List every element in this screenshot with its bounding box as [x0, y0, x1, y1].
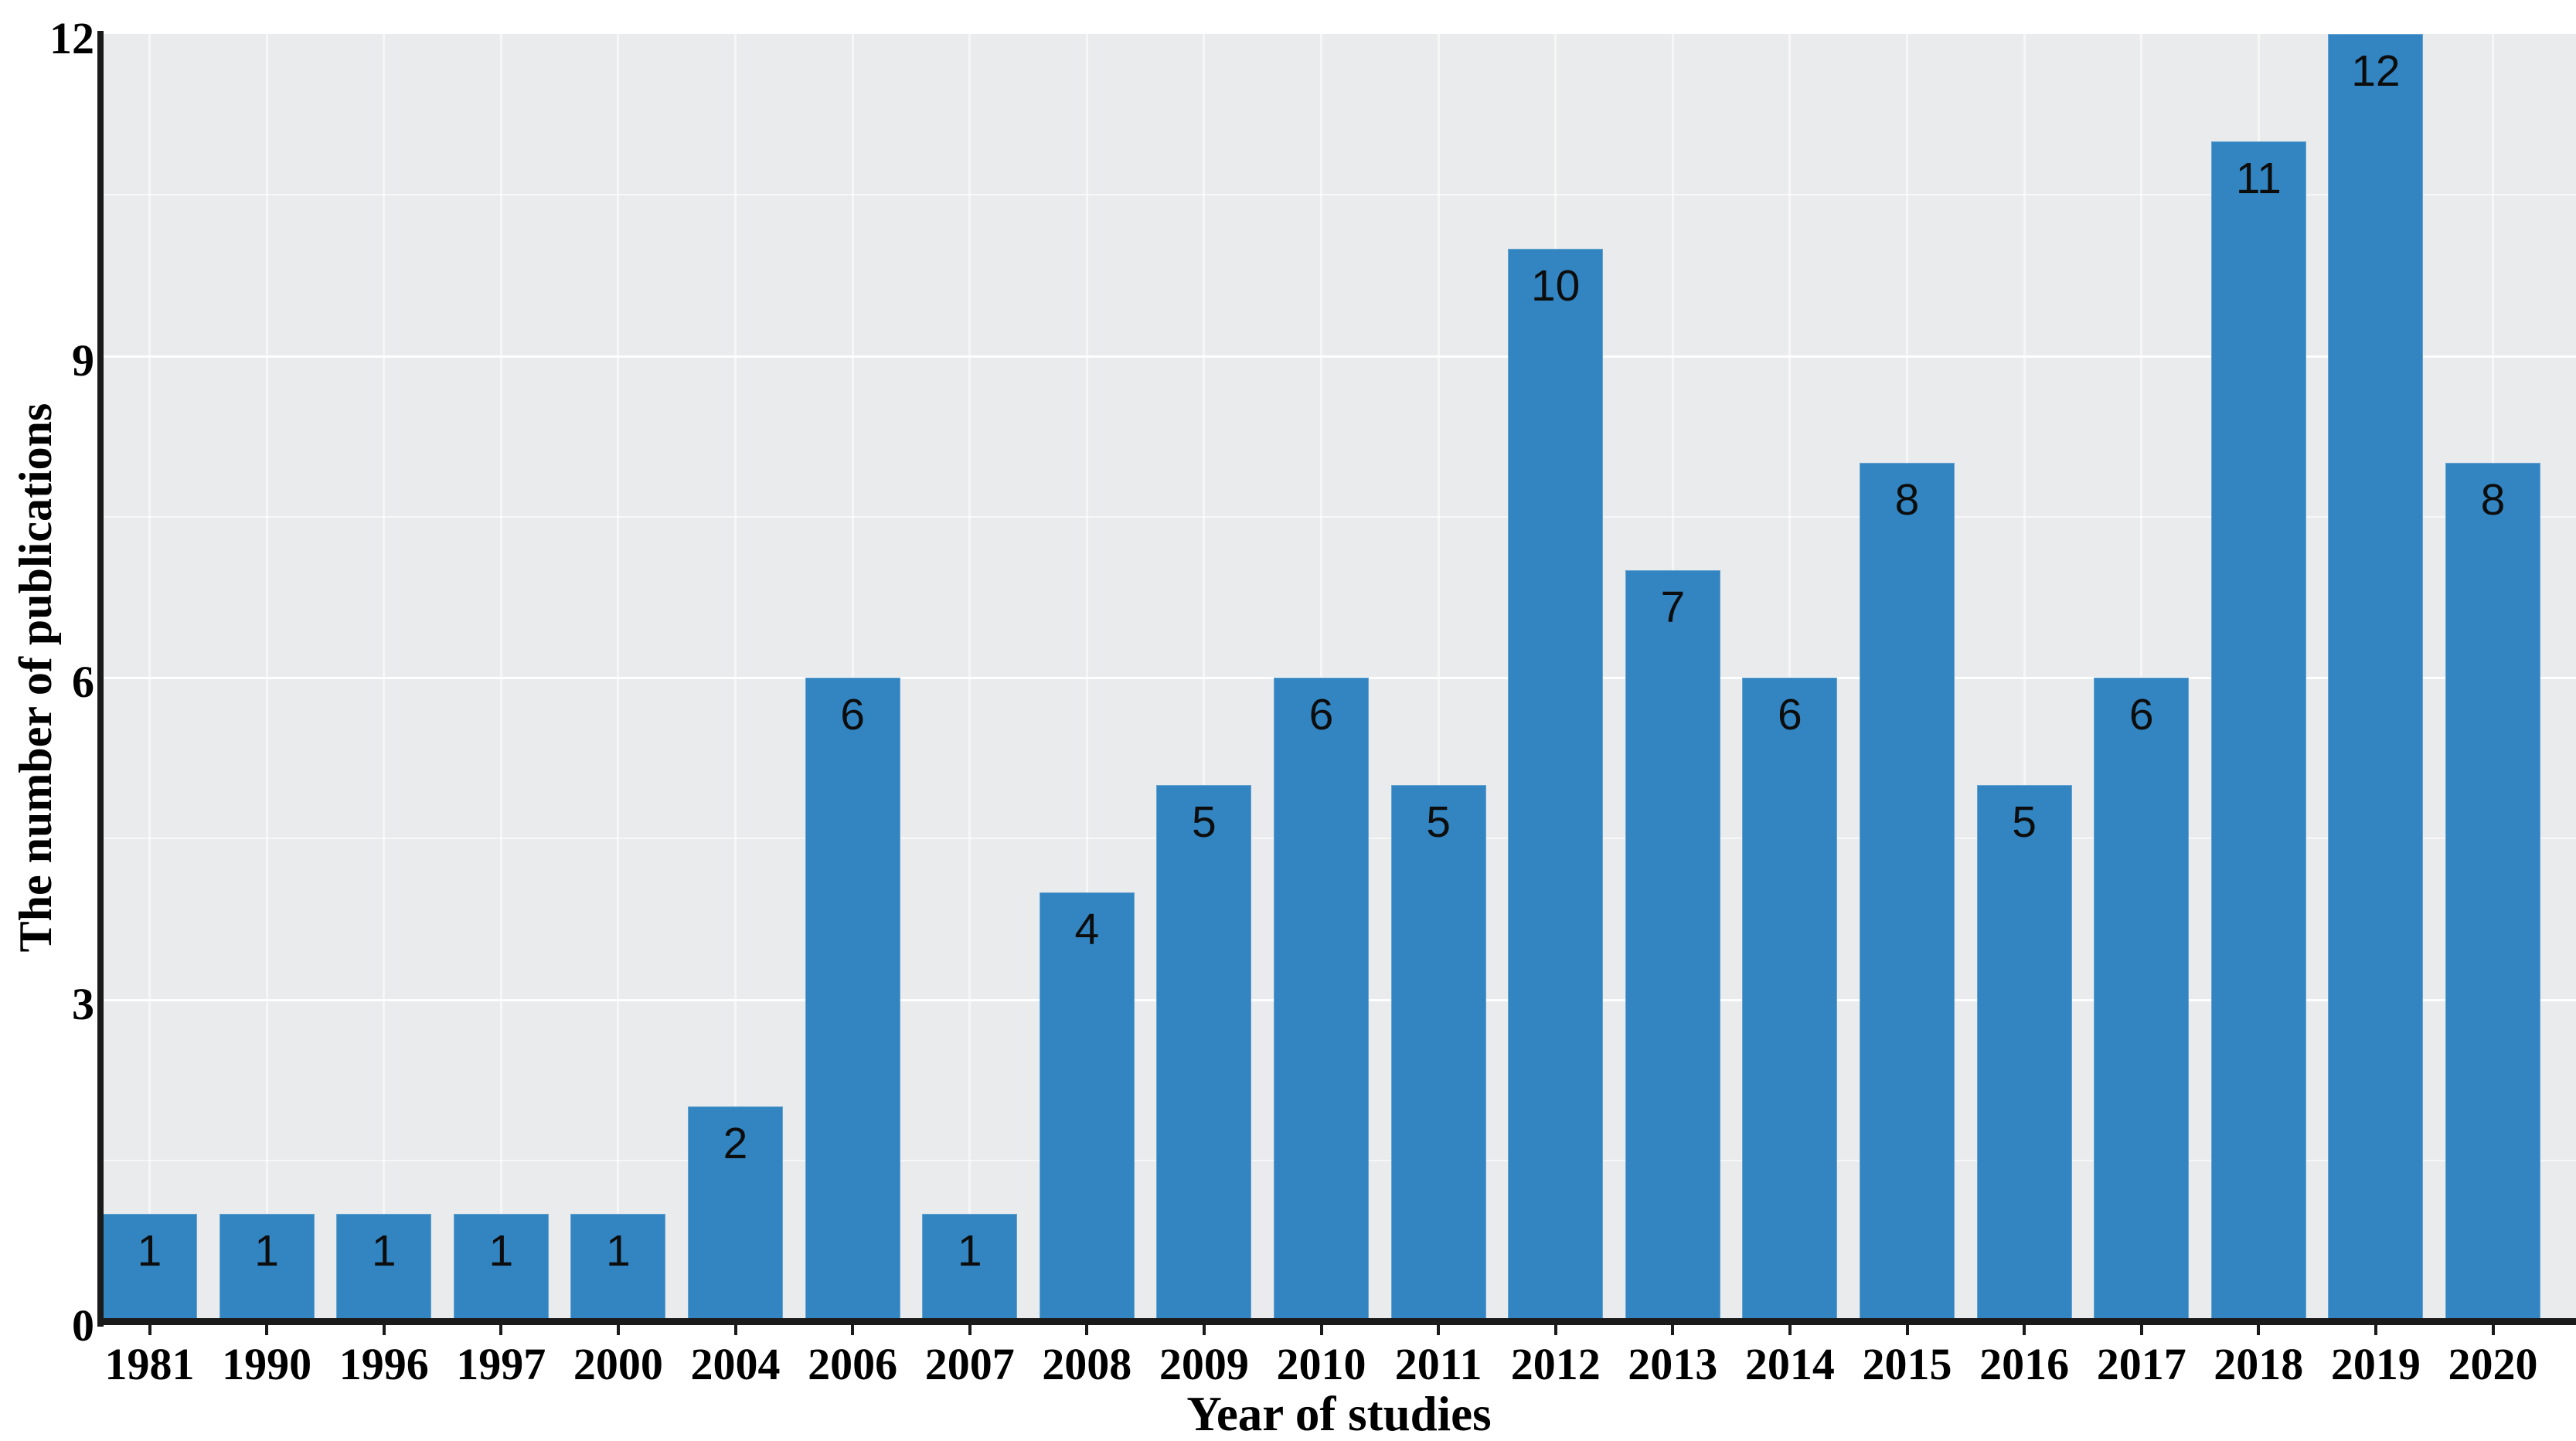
- bar-2004: 2: [688, 1106, 783, 1321]
- bar-value-label: 11: [2235, 153, 2282, 203]
- h-gridline-minor: [102, 515, 2576, 518]
- x-tick-mark: [1202, 1325, 1206, 1335]
- bar-value-label: 6: [1308, 690, 1334, 739]
- bar-2012: 10: [1508, 248, 1604, 1321]
- bar-2009: 5: [1156, 784, 1252, 1321]
- bar-value-label: 6: [1778, 690, 1802, 739]
- x-tick-mark: [382, 1325, 386, 1335]
- x-tick-label: 2004: [690, 1339, 781, 1389]
- bar-2016: 5: [1976, 784, 2072, 1321]
- x-tick-mark: [2491, 1325, 2495, 1335]
- bar-value-label: 5: [1192, 797, 1217, 847]
- bar-value-label: 6: [2129, 690, 2154, 739]
- x-tick-mark: [2257, 1325, 2261, 1335]
- x-tick-mark: [851, 1325, 855, 1335]
- x-tick-label: 2012: [1510, 1339, 1601, 1389]
- bar-value-label: 1: [254, 1226, 279, 1276]
- x-tick-mark: [265, 1325, 269, 1335]
- x-tick-label: 2018: [2214, 1339, 2304, 1389]
- bar-value-label: 5: [1426, 797, 1451, 847]
- bar-2007: 1: [922, 1214, 1018, 1321]
- plot-panel: 1 1 1 1 1 2 6 1 4 5 6 5 10 7 6 8 5 6 11 12 8: [102, 34, 2576, 1321]
- y-tick-label: 9: [72, 335, 94, 386]
- x-tick-label: 2019: [2330, 1339, 2421, 1389]
- x-tick-mark: [1085, 1325, 1089, 1335]
- x-tick-label: 2006: [808, 1339, 898, 1389]
- x-tick-mark: [148, 1325, 151, 1335]
- x-tick-label: 2016: [1979, 1339, 2070, 1389]
- bar-1990: 1: [219, 1214, 315, 1321]
- x-tick-mark: [1553, 1325, 1557, 1335]
- bar-2020: 8: [2445, 463, 2540, 1321]
- bar-2008: 4: [1039, 892, 1135, 1321]
- bar-2011: 5: [1390, 784, 1486, 1321]
- x-tick-label: 2017: [2096, 1339, 2186, 1389]
- x-tick-label: 2014: [1744, 1339, 1835, 1389]
- x-tick-label: 2010: [1276, 1339, 1366, 1389]
- bar-1981: 1: [102, 1214, 197, 1321]
- bar-value-label: 1: [137, 1226, 162, 1276]
- x-tick-label: 1996: [339, 1339, 429, 1389]
- x-tick-label: 2013: [1628, 1339, 1718, 1389]
- bar-2000: 1: [570, 1214, 666, 1321]
- bar-2017: 6: [2094, 678, 2190, 1321]
- y-tick-label: 6: [72, 657, 94, 707]
- bar-2013: 7: [1625, 570, 1720, 1321]
- bar-value-label: 7: [1660, 583, 1686, 633]
- x-tick-mark: [1788, 1325, 1792, 1335]
- x-tick-label: 2008: [1042, 1339, 1132, 1389]
- x-tick-mark: [1319, 1325, 1323, 1335]
- x-tick-mark: [2374, 1325, 2377, 1335]
- x-tick-mark: [499, 1325, 503, 1335]
- h-gridline-major: [102, 355, 2576, 358]
- x-tick-mark: [968, 1325, 972, 1335]
- bar-2006: 6: [805, 678, 900, 1321]
- x-tick-label: 1981: [104, 1339, 195, 1389]
- h-gridline-minor: [102, 194, 2576, 196]
- bar-value-label: 10: [1530, 260, 1581, 311]
- x-tick-label: 2007: [924, 1339, 1015, 1389]
- bar-value-label: 8: [1894, 475, 1920, 525]
- x-tick-mark: [1671, 1325, 1675, 1335]
- bar-1997: 1: [453, 1214, 549, 1321]
- x-tick-label: 1990: [222, 1339, 312, 1389]
- bar-value-label: 8: [2480, 475, 2506, 525]
- bar-2019: 12: [2328, 34, 2424, 1321]
- bar-value-label: 5: [2012, 797, 2037, 847]
- x-tick-mark: [1437, 1325, 1441, 1335]
- x-tick-label: 2009: [1159, 1339, 1249, 1389]
- bar-value-label: 4: [1074, 904, 1100, 954]
- x-tick-mark: [1905, 1325, 1909, 1335]
- y-axis-line: [97, 31, 104, 1327]
- y-tick-label: 12: [49, 13, 94, 63]
- x-tick-label: 2015: [1862, 1339, 1952, 1389]
- bar-2010: 6: [1274, 678, 1369, 1321]
- x-axis-title: Year of studies: [1186, 1387, 1492, 1441]
- bar-value-label: 1: [957, 1226, 982, 1276]
- y-axis-title: The number of publications: [10, 403, 61, 953]
- bar-value-label: 1: [488, 1226, 514, 1276]
- x-tick-label: 2000: [573, 1339, 663, 1389]
- x-axis-line: [97, 1318, 2576, 1325]
- bar-2014: 6: [1742, 678, 1838, 1321]
- bar-value-label: 1: [371, 1226, 396, 1276]
- x-tick-mark: [2139, 1325, 2143, 1335]
- bar-2015: 8: [1860, 463, 1955, 1321]
- bar-value-label: 12: [2351, 46, 2401, 96]
- x-tick-mark: [2023, 1325, 2026, 1335]
- bar-value-label: 1: [606, 1226, 631, 1276]
- bar-value-label: 2: [723, 1119, 748, 1169]
- x-tick-label: 2020: [2448, 1339, 2538, 1389]
- x-tick-label: 2011: [1394, 1339, 1482, 1389]
- y-tick-label: 0: [72, 1300, 94, 1351]
- x-tick-label: 1997: [456, 1339, 546, 1389]
- bar-2018: 11: [2210, 141, 2306, 1321]
- bar-value-label: 6: [840, 690, 865, 739]
- y-tick-label: 3: [72, 978, 94, 1029]
- bar-1996: 1: [336, 1214, 432, 1321]
- x-tick-mark: [733, 1325, 737, 1335]
- x-tick-mark: [616, 1325, 620, 1335]
